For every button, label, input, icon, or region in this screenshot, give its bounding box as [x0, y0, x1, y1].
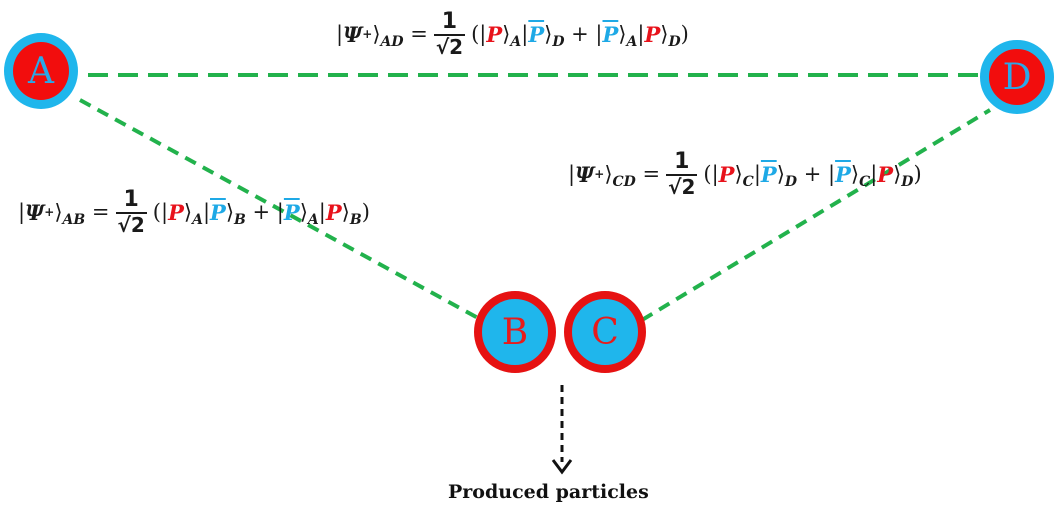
state-subscript: CD [612, 174, 636, 190]
node-C-label: C [591, 311, 619, 353]
edge-A-B [79, 98, 479, 320]
node-D: D [980, 40, 1054, 114]
equation-AB: | Ψ + ⟩ AB = 1 √2 (| P ⟩ A | P ⟩ B + | P ⟩ A | P ⟩ B) [18, 187, 370, 237]
node-D-label: D [1002, 56, 1032, 98]
arrow-head [551, 459, 573, 475]
psi-symbol: Ψ [25, 199, 45, 225]
caption-produced-particles: Produced particles [448, 481, 649, 503]
node-C: C [564, 291, 646, 373]
psi-symbol: Ψ [343, 21, 363, 47]
equation-CD: | Ψ + ⟩ CD = 1 √2 (| P ⟩ C | P ⟩ D + | P ⟩ C | P ⟩ D) [568, 149, 922, 199]
node-A-label: A [28, 50, 54, 92]
fraction: 1 √2 [433, 9, 466, 59]
node-B-label: B [501, 311, 529, 353]
fraction: 1 √2 [666, 149, 698, 199]
node-B: B [474, 291, 556, 373]
psi-symbol: Ψ [575, 161, 595, 187]
fraction: 1 √2 [115, 187, 147, 237]
state-subscript: AB [62, 212, 86, 228]
node-A: A [4, 33, 78, 109]
state-subscript: AD [380, 34, 404, 50]
edge-C-D [640, 108, 992, 322]
equation-AD: | Ψ + ⟩ AD = 1 √2 (| P ⟩ A | P ⟩ D + | P ⟩ A | P ⟩ D) [336, 9, 689, 59]
